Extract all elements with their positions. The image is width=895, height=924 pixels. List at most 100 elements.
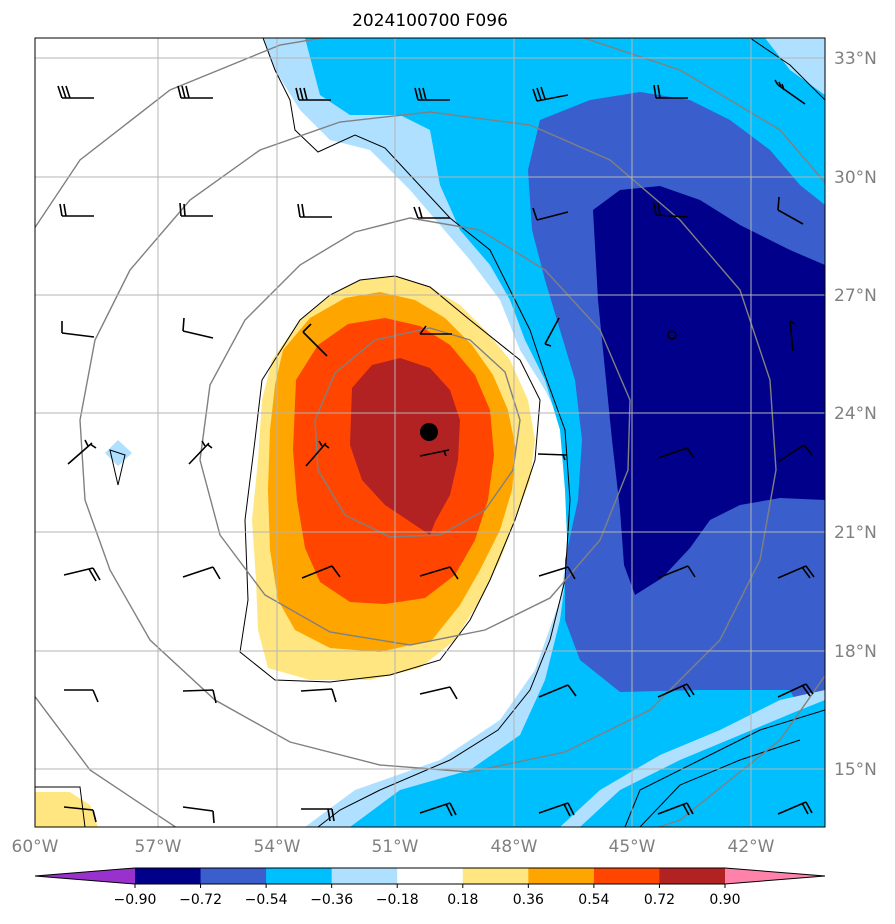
wind-barb xyxy=(777,444,813,463)
wind-barb xyxy=(777,565,815,579)
lat-label: 30°N xyxy=(834,168,877,188)
fill-firebrick xyxy=(350,358,460,535)
lat-label: 21°N xyxy=(834,523,877,543)
colorbar-segment xyxy=(135,868,202,884)
lat-label: 24°N xyxy=(834,404,877,424)
map-frame xyxy=(34,37,826,828)
colorbar-segment xyxy=(659,868,726,884)
lat-label: 33°N xyxy=(834,49,877,69)
fill-navy xyxy=(593,186,825,595)
wind-barb xyxy=(657,802,694,816)
wind-barb xyxy=(538,566,576,580)
colorbar-tick-label: −0.54 xyxy=(245,892,288,908)
lon-label: 48°W xyxy=(491,837,538,857)
colorbar-segment xyxy=(331,868,398,884)
wind-barb xyxy=(59,203,94,217)
wind-barb xyxy=(537,453,568,461)
wind-barb xyxy=(777,196,804,225)
wind-barb xyxy=(777,801,813,815)
lon-label: 42°W xyxy=(728,837,775,857)
lon-label: 51°W xyxy=(372,837,419,857)
wind-barb xyxy=(301,808,335,822)
colorbar-segment xyxy=(462,868,529,884)
colorbar-tick-label: −0.18 xyxy=(376,892,419,908)
wind-barb xyxy=(777,683,814,698)
lat-label: 27°N xyxy=(834,286,877,306)
wind-barb xyxy=(657,447,695,459)
wind-barb xyxy=(653,202,689,218)
wind-barb xyxy=(63,806,97,823)
wind-barb xyxy=(657,565,696,579)
colorbar-tick-label: 0.18 xyxy=(447,892,478,908)
wind-barb xyxy=(63,567,101,582)
colorbar-extend-max xyxy=(725,868,825,884)
wind-barb xyxy=(419,686,458,700)
wind-barb xyxy=(64,689,99,703)
wind-barb xyxy=(544,317,560,347)
wind-barb xyxy=(179,202,213,217)
wind-barb xyxy=(188,440,213,465)
colorbar-segment xyxy=(397,868,464,884)
wind-barb xyxy=(532,207,569,221)
wind-barb xyxy=(61,321,95,338)
wind-barb xyxy=(57,85,94,99)
colorbar-segment xyxy=(266,868,333,884)
wind-barb xyxy=(302,323,328,357)
wind-barb xyxy=(182,317,214,339)
wind-barb xyxy=(413,206,450,219)
wind-barb xyxy=(789,320,796,352)
wind-barb xyxy=(177,85,213,99)
wind-barb xyxy=(532,86,569,102)
colorbar-tick-label: 0.90 xyxy=(709,892,740,908)
wind-barb xyxy=(419,566,459,580)
map-title: 2024100700 F096 xyxy=(352,11,508,31)
lon-label: 57°W xyxy=(135,837,182,857)
colorbar-tick-label: 0.72 xyxy=(644,892,675,908)
lat-label: 18°N xyxy=(834,642,877,662)
storm-center-marker xyxy=(420,423,438,441)
colorbar-tick-label: −0.72 xyxy=(179,892,222,908)
colorbar: −0.90 −0.72 −0.54 −0.36 −0.18 0.18 0.36 0.54 0.7… xyxy=(34,867,826,908)
black-contours xyxy=(35,38,825,827)
wind-barb xyxy=(182,566,221,580)
lat-label: 15°N xyxy=(834,760,877,780)
wind-barb xyxy=(182,689,217,704)
wind-barb xyxy=(538,684,577,698)
wind-barb xyxy=(301,565,341,579)
colorbar-tick-label: 0.36 xyxy=(513,892,544,908)
colorbar-segment xyxy=(593,868,660,884)
wind-barb xyxy=(657,683,695,698)
gray-contours xyxy=(35,38,825,827)
wind-barb xyxy=(538,802,575,817)
wind-barbs xyxy=(57,79,815,824)
wind-barb xyxy=(297,203,332,218)
colorbar-segment xyxy=(528,868,595,884)
lon-label: 60°W xyxy=(12,837,59,857)
fill-deepsky-sw xyxy=(580,700,825,827)
colorbar-segment xyxy=(200,868,267,884)
calm-wind-marker xyxy=(667,330,677,340)
lon-label: 45°W xyxy=(609,837,656,857)
wind-barb xyxy=(295,87,331,101)
wind-barb xyxy=(419,802,457,817)
colorbar-tick-label: 0.54 xyxy=(578,892,609,908)
wind-barb xyxy=(67,439,97,465)
colorbar-extend-min xyxy=(35,868,135,884)
map-area xyxy=(35,38,825,827)
lon-labels: 60°W 57°W 54°W 51°W 48°W 45°W 42°W xyxy=(12,837,775,857)
wind-barb xyxy=(774,79,806,105)
wind-barb xyxy=(653,84,688,99)
colorbar-tick-label: −0.90 xyxy=(114,892,157,908)
wind-barb xyxy=(305,440,330,467)
wind-barb xyxy=(300,688,337,703)
wind-barb xyxy=(182,806,215,824)
fill-yellow-corner xyxy=(35,792,98,827)
wind-barb xyxy=(414,87,450,101)
colorbar-tick-label: −0.36 xyxy=(310,892,353,908)
lon-label: 54°W xyxy=(254,837,301,857)
lat-labels: 33°N 30°N 27°N 24°N 21°N 18°N 15°N xyxy=(834,49,877,780)
wind-barb xyxy=(419,449,450,457)
wind-barb xyxy=(419,325,452,335)
lat-lon-grid xyxy=(35,38,825,827)
